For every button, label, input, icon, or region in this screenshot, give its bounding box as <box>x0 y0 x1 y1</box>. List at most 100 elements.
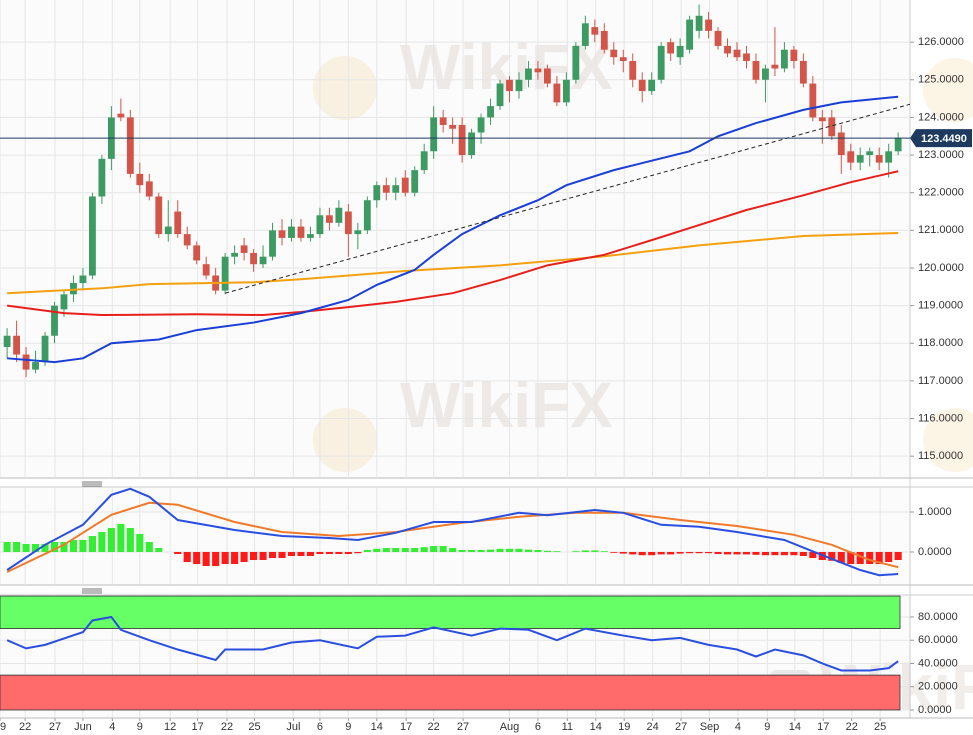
y-tick-label: 116.0000 <box>918 412 963 424</box>
candle-body <box>638 79 646 92</box>
x-tick-label: 19 <box>0 721 6 733</box>
x-tick-label: 14 <box>590 721 602 733</box>
y-tick-label: 125.0000 <box>918 74 964 86</box>
histogram-bar <box>705 552 713 554</box>
candle-body <box>525 68 532 80</box>
candle-body <box>411 170 419 193</box>
candle-body <box>231 252 239 257</box>
candle-body <box>818 117 826 122</box>
candle-body <box>297 226 305 238</box>
y-tick-label: 124.0000 <box>918 111 964 123</box>
histogram-bar <box>335 552 343 554</box>
histogram-bar <box>126 528 134 552</box>
histogram-bar <box>41 544 49 552</box>
candle-body <box>51 305 58 336</box>
histogram-bar <box>733 552 741 555</box>
histogram-bar <box>667 552 675 555</box>
candle-body <box>629 60 637 80</box>
candle-body <box>828 117 836 137</box>
candle-body <box>581 23 589 46</box>
histogram-bar <box>676 552 684 554</box>
histogram-bar <box>107 528 115 552</box>
candle-body <box>676 45 684 58</box>
histogram-bar <box>809 552 817 558</box>
candle-body <box>420 151 428 171</box>
x-tick-label: 17 <box>817 721 829 733</box>
candle-body <box>458 124 466 156</box>
candle-body <box>496 83 504 107</box>
histogram-bar <box>553 551 561 552</box>
candle-body <box>164 226 172 235</box>
y-tick-label: 126.0000 <box>918 36 964 48</box>
candle-body <box>439 117 447 125</box>
histogram-bar <box>3 542 11 552</box>
plot <box>0 4 910 378</box>
candle-body <box>392 185 400 193</box>
histogram-bar <box>325 552 333 554</box>
x-tick-label: 27 <box>49 721 61 733</box>
histogram-bar <box>401 548 409 552</box>
rsi-zone <box>0 595 901 629</box>
histogram-bar <box>287 552 296 556</box>
histogram-bar <box>411 548 419 552</box>
candle-body <box>553 83 561 103</box>
histogram-bar <box>183 552 191 562</box>
logo <box>923 58 973 122</box>
x-tick-label: 9 <box>764 721 770 733</box>
candle-body <box>202 264 210 276</box>
histogram-bar <box>837 552 845 563</box>
y-tick-label: 0.0000 <box>918 546 952 558</box>
candle-body <box>288 226 295 238</box>
x-tick-label: Sep <box>700 721 720 733</box>
histogram-bar <box>392 548 400 552</box>
y-tick-label: 120.0000 <box>918 262 964 274</box>
histogram-bar <box>875 552 883 564</box>
candle-body <box>307 234 314 238</box>
candle-body <box>809 83 817 118</box>
histogram-bar <box>648 552 656 556</box>
histogram-bar <box>344 552 352 554</box>
histogram-bar <box>468 550 476 552</box>
histogram-bar <box>856 552 864 564</box>
histogram-bar <box>373 548 381 552</box>
x-tick-label: 27 <box>675 721 687 733</box>
histogram-bar <box>477 550 485 552</box>
histogram-bar <box>847 552 855 564</box>
candle-body <box>875 155 883 163</box>
candle-body <box>13 335 21 355</box>
x-tick-label: 27 <box>457 721 469 733</box>
y-tick-label: 40.0000 <box>918 657 958 669</box>
x-tick-label: 12 <box>164 721 176 733</box>
histogram-bar <box>306 552 314 556</box>
candle-body <box>847 151 855 163</box>
histogram-bar <box>723 552 732 555</box>
histogram-bar <box>363 550 371 552</box>
y-tick-label: 122.0000 <box>918 187 964 199</box>
x-tick-label: 6 <box>317 721 323 733</box>
candle-body <box>771 64 779 69</box>
histogram-bar <box>79 540 87 552</box>
candle-body <box>70 283 77 295</box>
histogram-bar <box>60 542 68 552</box>
histogram-bar <box>619 552 627 554</box>
candle-body <box>487 106 494 118</box>
histogram-bar <box>136 534 144 552</box>
y-tick-label: 118.0000 <box>918 337 963 349</box>
histogram-bar <box>98 532 106 552</box>
candle-body <box>344 211 352 235</box>
x-tick-label: 22 <box>221 721 233 733</box>
histogram-bar <box>458 550 466 552</box>
histogram-bar <box>686 552 694 554</box>
candle-body <box>686 19 694 50</box>
histogram-bar <box>316 552 324 554</box>
candle-body <box>240 245 248 253</box>
x-tick-label: 11 <box>562 721 573 733</box>
plot <box>3 487 902 577</box>
y-tick-label: 121.0000 <box>918 224 964 236</box>
x-tick-label: 9 <box>345 721 351 733</box>
histogram-bar <box>799 552 807 556</box>
y-tick-label: 60.0000 <box>918 634 958 646</box>
histogram-bar <box>22 544 30 552</box>
candle-body <box>335 207 343 223</box>
candle-body <box>22 354 30 370</box>
